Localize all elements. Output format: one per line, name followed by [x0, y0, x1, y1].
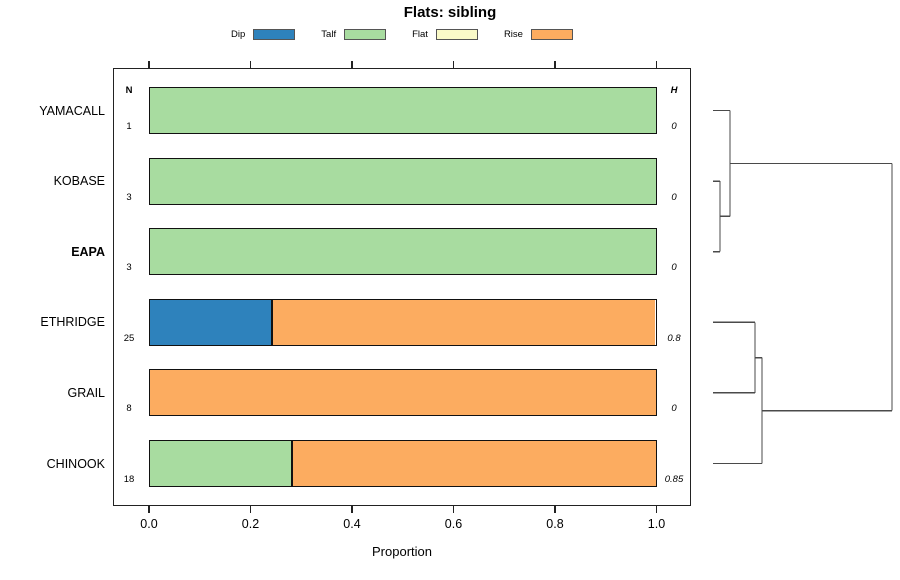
h-column-header: H [670, 85, 678, 96]
category-label-grail: GRAIL [67, 385, 105, 400]
legend-item-rise: Rise [503, 28, 573, 40]
x-axis-tick-top [452, 61, 455, 68]
n-column-header: N [125, 85, 133, 96]
legend-item-flat: Flat [412, 28, 478, 40]
bar-segment-rise [292, 441, 656, 486]
x-axis-tick-top [351, 61, 353, 68]
plot-area [113, 68, 691, 506]
bar-segment-talf [150, 441, 293, 486]
n-value: 1 [126, 121, 132, 132]
x-axis-tick-label: 1.0 [647, 517, 666, 531]
bar-ethridge [149, 298, 657, 346]
bar-eapa [149, 228, 657, 276]
legend-swatch-dip [253, 28, 296, 40]
x-axis-tick-label: 0.2 [241, 517, 260, 531]
h-value: 0 [671, 121, 677, 132]
h-value: 0.8 [667, 332, 681, 344]
x-axis-tick-bottom [655, 506, 658, 513]
bar-segment-talf [150, 158, 656, 204]
bar-segment-dip [150, 299, 273, 345]
bar-grail [149, 369, 657, 417]
x-axis-tick-bottom [554, 506, 556, 513]
bar-kobase [149, 157, 657, 205]
x-axis-label: Proportion [372, 544, 432, 559]
category-label-chinook: CHINOOK [46, 456, 105, 471]
legend-label: Flat [412, 28, 428, 40]
x-axis-tick-label: 0.4 [343, 517, 361, 531]
bar-segment-talf [150, 229, 656, 275]
category-label-ethridge: ETHRIDGE [40, 315, 105, 330]
bar-segment-talf [150, 88, 656, 133]
n-value: 8 [126, 403, 132, 415]
h-value: 0 [671, 403, 677, 415]
legend-swatch-talf [344, 28, 387, 40]
bar-yamacall [149, 87, 657, 134]
category-label-yamacall: YAMACALL [39, 103, 105, 118]
legend-swatch-rise [530, 28, 573, 40]
x-axis-tick-label: 0.6 [444, 517, 463, 531]
x-axis-tick-top [249, 61, 252, 68]
chart-title: Flats: sibling [403, 4, 497, 21]
bar-chinook [149, 440, 657, 487]
legend-label: Rise [503, 28, 523, 40]
h-value: 0 [671, 191, 677, 203]
legend-item-talf: Talf [321, 28, 387, 40]
x-axis-tick-bottom [148, 506, 150, 513]
legend-swatch-flat [435, 28, 478, 40]
x-axis-tick-label: 0.8 [546, 517, 564, 531]
legend-label: Talf [321, 28, 337, 40]
legend-item-dip: Dip [231, 28, 296, 40]
bar-segment-rise [272, 299, 656, 345]
category-label-kobase: KOBASE [53, 174, 105, 189]
x-axis-tick-bottom [249, 506, 252, 513]
x-axis-tick-label: 0.0 [140, 517, 158, 531]
x-axis-tick-bottom [351, 506, 353, 513]
x-axis-tick-top [554, 61, 556, 68]
n-value: 18 [123, 474, 135, 485]
x-axis-tick-top [655, 61, 658, 68]
h-value: 0 [671, 262, 677, 274]
n-value: 25 [123, 332, 135, 344]
bar-segment-rise [150, 370, 656, 416]
n-value: 3 [126, 262, 132, 274]
legend-label: Dip [231, 28, 246, 40]
h-value: 0.85 [664, 474, 684, 485]
n-value: 3 [126, 191, 132, 203]
category-label-eapa: EAPA [71, 244, 105, 259]
x-axis-tick-bottom [452, 506, 455, 513]
legend: Dip Talf Flat Rise [113, 26, 691, 42]
x-axis-tick-top [148, 61, 150, 68]
